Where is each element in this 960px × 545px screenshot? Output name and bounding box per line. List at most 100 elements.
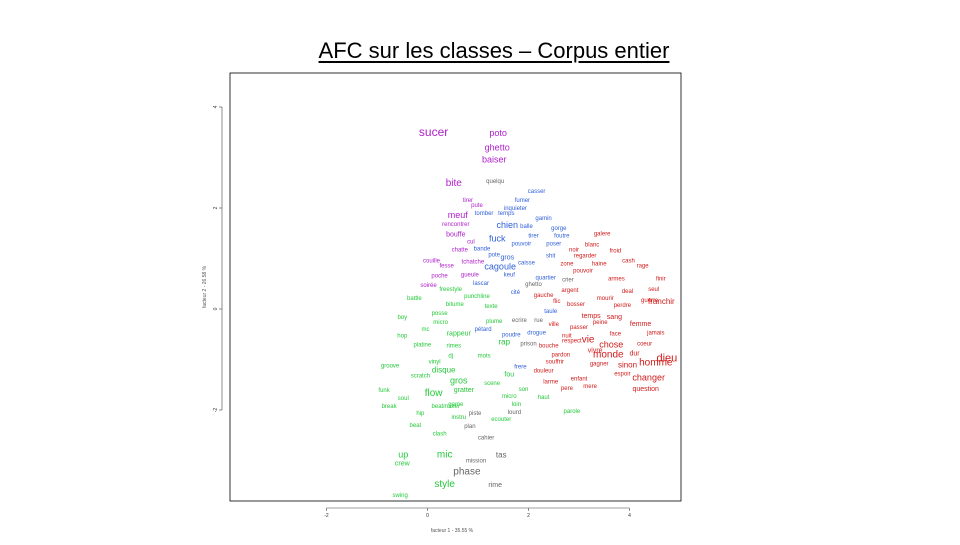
word-point: mots bbox=[478, 354, 491, 360]
word-point: vivre bbox=[588, 347, 603, 354]
word-point: bouffe bbox=[446, 231, 465, 238]
word-point: groove bbox=[381, 364, 400, 370]
word-point: tirer bbox=[463, 198, 473, 204]
word-point: caisse bbox=[518, 261, 536, 267]
word-point: posse bbox=[432, 311, 449, 317]
plot-frame bbox=[229, 72, 682, 502]
word-point: sucer bbox=[419, 125, 448, 139]
word-point: lourd bbox=[508, 410, 521, 416]
word-point: plan bbox=[464, 424, 475, 430]
y-tick-label: 4 bbox=[213, 105, 219, 108]
word-point: lascar bbox=[473, 281, 489, 287]
word-point: rap bbox=[499, 337, 511, 346]
points-layer: sucer poto ghetto baiser bite quelqu inquieter… bbox=[378, 125, 677, 499]
word-point: peine bbox=[593, 320, 608, 326]
word-point: disque bbox=[432, 366, 456, 375]
word-point: casser bbox=[528, 189, 546, 195]
word-point: battle bbox=[407, 296, 422, 302]
word-point: cagoule bbox=[484, 262, 516, 272]
word-point: femme bbox=[630, 321, 652, 328]
word-point: tirer bbox=[528, 233, 538, 239]
word-point: pardon bbox=[551, 353, 570, 359]
word-point: poche bbox=[431, 274, 448, 280]
x-tick-label: 4 bbox=[628, 513, 631, 519]
word-point: gros bbox=[450, 376, 468, 386]
word-point: micro bbox=[502, 394, 517, 400]
word-point: galere bbox=[594, 231, 611, 237]
word-point: up bbox=[398, 450, 408, 460]
word-point: piste bbox=[469, 411, 482, 417]
word-point: rage bbox=[637, 264, 650, 270]
word-point: vie bbox=[582, 334, 595, 345]
word-point: cahier bbox=[478, 435, 494, 441]
word-point: tchatche bbox=[462, 260, 485, 266]
word-point: pouvoir bbox=[512, 241, 532, 247]
word-point: taule bbox=[544, 309, 558, 315]
word-point: platine bbox=[414, 342, 432, 348]
word-point: zone bbox=[560, 262, 574, 268]
word-point: armes bbox=[608, 277, 625, 283]
word-point: foutre bbox=[554, 233, 570, 239]
word-point: tomber bbox=[475, 211, 494, 217]
word-point: prison bbox=[520, 341, 536, 347]
word-point: gros bbox=[500, 255, 514, 262]
word-point: gueule bbox=[461, 273, 480, 279]
word-point: rue bbox=[534, 318, 543, 324]
word-point: instru bbox=[451, 415, 466, 421]
word-point: micro bbox=[433, 320, 448, 326]
word-point: fou bbox=[504, 372, 514, 379]
word-point: parole bbox=[564, 409, 581, 415]
y-tick-label: -2 bbox=[213, 408, 219, 413]
word-point: scene bbox=[484, 381, 501, 387]
word-point: flow bbox=[425, 388, 444, 399]
word-point: bande bbox=[474, 246, 491, 252]
word-point: freestyle bbox=[439, 287, 462, 293]
word-point: loin bbox=[512, 402, 521, 408]
word-point: mere bbox=[583, 384, 597, 390]
word-point: rime bbox=[488, 482, 502, 489]
word-point: gorge bbox=[551, 226, 567, 232]
word-point: scratch bbox=[411, 374, 430, 380]
word-point: quelqu bbox=[486, 179, 504, 185]
word-point: mc bbox=[422, 327, 430, 333]
word-point: froid bbox=[610, 248, 622, 254]
ticks-layer: -2 0 2 4 -2 0 2 4 bbox=[213, 105, 631, 519]
x-tick-label: 2 bbox=[527, 513, 530, 519]
word-point: beat bbox=[410, 423, 422, 429]
x-axis-label: facteur 1 - 35.55 % bbox=[431, 528, 474, 534]
word-point: break bbox=[382, 404, 398, 410]
word-point: passer bbox=[570, 325, 588, 331]
word-point: blanc bbox=[585, 242, 599, 248]
word-point: face bbox=[610, 331, 622, 337]
word-point: homme bbox=[639, 358, 673, 369]
word-point: mic bbox=[437, 450, 453, 461]
word-point: clash bbox=[433, 431, 447, 437]
x-tick-label: -2 bbox=[324, 513, 329, 519]
word-point: keuf bbox=[504, 273, 516, 279]
word-point: ghetto bbox=[525, 282, 542, 288]
word-point: dur bbox=[629, 351, 640, 358]
word-point: balle bbox=[520, 224, 533, 230]
word-point: cash bbox=[622, 259, 635, 265]
word-point: chose bbox=[599, 339, 623, 349]
word-point: sang bbox=[607, 314, 622, 321]
word-point: pere bbox=[561, 386, 574, 392]
word-point: pouvoir bbox=[573, 269, 593, 275]
word-point: perdre bbox=[614, 303, 632, 309]
word-point: inquieter bbox=[504, 206, 527, 212]
word-point: noir bbox=[569, 247, 579, 253]
word-point: temps bbox=[498, 211, 514, 217]
word-point: boy bbox=[397, 315, 407, 321]
word-point: rappeur bbox=[447, 330, 472, 337]
word-point: cité bbox=[511, 290, 521, 296]
word-point: punchline bbox=[464, 294, 490, 300]
word-point: funk bbox=[378, 388, 390, 394]
word-point: temps bbox=[582, 313, 602, 320]
word-point: guerre bbox=[641, 298, 659, 304]
word-point: baiser bbox=[482, 155, 507, 165]
word-point: deal bbox=[622, 289, 633, 295]
word-point: dieu bbox=[657, 353, 678, 365]
word-point: soirée bbox=[420, 283, 437, 289]
word-point: franchir bbox=[648, 297, 675, 306]
word-point: sinon bbox=[618, 361, 637, 370]
